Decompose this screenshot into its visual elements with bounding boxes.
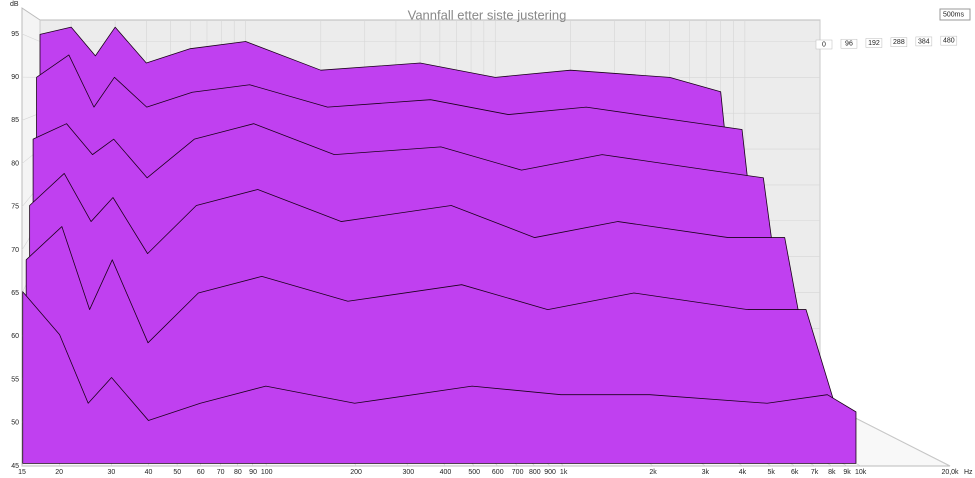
z-axis-label: 500ms xyxy=(943,11,965,18)
y-tick-label: 70 xyxy=(11,247,19,254)
x-tick-label: 3k xyxy=(702,469,710,476)
x-tick-label: 900 xyxy=(544,469,556,476)
z-tick-label: 96 xyxy=(845,41,853,48)
z-tick-label: 384 xyxy=(918,38,930,45)
side-grid-line xyxy=(21,33,41,42)
x-tick-label: 700 xyxy=(512,469,524,476)
x-tick-label: 6k xyxy=(791,469,799,476)
y-tick-label: 90 xyxy=(11,74,19,81)
x-tick-label: 10k xyxy=(855,469,867,476)
y-tick-label: 55 xyxy=(11,376,19,383)
x-tick-label: 30 xyxy=(107,469,115,476)
x-tick-label: 15 xyxy=(18,469,26,476)
y-tick-label: 80 xyxy=(11,160,19,167)
x-tick-label: 60 xyxy=(197,469,205,476)
x-tick-label: 500 xyxy=(468,469,480,476)
z-label-box xyxy=(939,8,971,21)
x-tick-label: 20,0k xyxy=(941,469,959,476)
x-tick-label: 800 xyxy=(529,469,541,476)
y-tick-label: 50 xyxy=(11,420,19,427)
x-tick-label: 80 xyxy=(234,469,242,476)
x-tick-label: 40 xyxy=(145,469,153,476)
surface xyxy=(22,26,857,464)
z-tick-label: 288 xyxy=(893,39,905,46)
z-tick-box xyxy=(840,38,858,49)
y-tick-label: 75 xyxy=(11,204,19,211)
x-tick-label: 1k xyxy=(560,469,568,476)
x-tick-label: 90 xyxy=(249,469,257,476)
x-tick-label: 400 xyxy=(440,469,452,476)
y-tick-label: 65 xyxy=(11,290,19,297)
x-tick-label: 8k xyxy=(828,469,836,476)
z-tick-box xyxy=(940,35,958,46)
x-tick-label: 9k xyxy=(843,469,851,476)
x-tick-label: 4k xyxy=(739,469,747,476)
x-tick-label: 600 xyxy=(492,469,504,476)
z-tick-label: 0 xyxy=(822,41,826,48)
z-tick-box xyxy=(890,37,908,47)
x-tick-label: 300 xyxy=(403,469,415,476)
y-tick-label: 85 xyxy=(11,117,19,124)
y-tick-label: 60 xyxy=(11,333,19,340)
x-axis-label: Hz xyxy=(964,469,973,476)
x-tick-label: 50 xyxy=(173,469,181,476)
x-tick-label: 20 xyxy=(55,469,63,476)
z-tick-label: 192 xyxy=(868,40,880,47)
labels: 15 20 30 40 50 60 70 80 90 100 200 300 400 500 600 700 8… xyxy=(11,31,959,476)
z-tick-box xyxy=(865,38,883,48)
x-tick-label: 100 xyxy=(261,469,273,476)
y-tick-label: 95 xyxy=(11,31,19,38)
y-tick-label: 45 xyxy=(11,463,19,470)
x-tick-label: 5k xyxy=(768,469,776,476)
y-axis-label: dB xyxy=(10,1,19,8)
chart-title: Vannfall etter siste justering xyxy=(408,7,567,22)
x-tick-label: 7k xyxy=(811,469,819,476)
z-tick-label: 480 xyxy=(943,38,955,45)
waterfall-slice xyxy=(22,291,857,464)
x-tick-label: 70 xyxy=(217,469,225,476)
z-tick-box xyxy=(915,36,933,47)
z-tick-box xyxy=(815,39,833,50)
x-tick-label: 2k xyxy=(649,469,657,476)
x-tick-label: 200 xyxy=(350,469,362,476)
